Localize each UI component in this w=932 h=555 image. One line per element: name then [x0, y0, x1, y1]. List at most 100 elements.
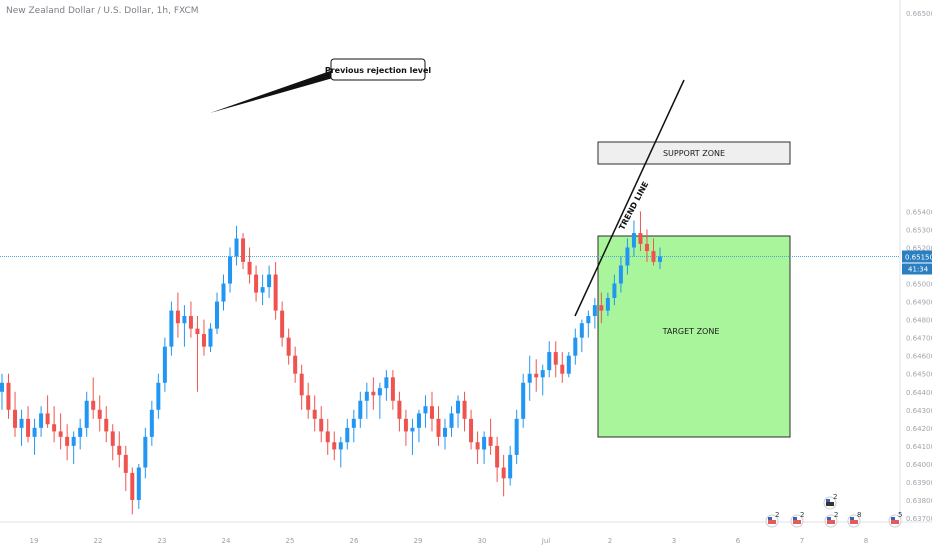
candle-body: [65, 436, 70, 446]
candle-body: [78, 427, 83, 437]
candle: [19, 409, 24, 446]
candle: [605, 292, 610, 317]
candle-body: [241, 238, 246, 262]
candle-body: [91, 400, 96, 410]
candle-body: [188, 316, 193, 329]
candle: [91, 377, 96, 419]
candle-body: [403, 418, 408, 432]
trend-line[interactable]: [574, 79, 685, 317]
candle-body: [6, 382, 11, 410]
symbol-title: New Zealand Dollar / U.S. Dollar, 1h, FX…: [6, 6, 199, 16]
candle: [84, 391, 89, 437]
candle: [501, 454, 506, 497]
candle-body: [540, 370, 545, 378]
callout-box[interactable]: [330, 58, 426, 81]
candle-body: [443, 427, 448, 437]
candle: [175, 292, 180, 338]
candle: [625, 238, 630, 275]
candle-body: [410, 427, 415, 432]
event-badge[interactable]: 8: [847, 511, 861, 528]
price-scale[interactable]: 0.665000.654000.653000.652000.651000.650…: [902, 10, 932, 523]
candle-body: [169, 310, 174, 347]
candle: [397, 391, 402, 432]
candle-body: [592, 305, 597, 317]
candle-body: [84, 400, 89, 428]
candle-body: [214, 301, 219, 329]
candle-body: [449, 413, 454, 428]
candle: [162, 337, 167, 392]
candle-body: [195, 328, 200, 335]
candle: [514, 409, 519, 464]
candle-body: [514, 418, 519, 455]
event-badge[interactable]: 2: [823, 493, 837, 510]
candle: [553, 341, 558, 378]
candle-body: [13, 409, 18, 428]
event-badge[interactable]: 2: [790, 511, 804, 528]
candle-body: [234, 238, 239, 257]
event-badge[interactable]: 5: [888, 511, 902, 528]
candle: [377, 382, 382, 419]
candle: [156, 373, 161, 419]
target-zone-box[interactable]: [597, 235, 791, 438]
candle-body: [377, 388, 382, 396]
candle-body: [254, 274, 259, 293]
candle: [110, 424, 115, 461]
candle: [651, 238, 656, 266]
time-tick-label: 3: [672, 537, 676, 545]
candle-body: [560, 364, 565, 374]
candle: [358, 391, 363, 428]
candle-body: [228, 256, 233, 284]
candle: [449, 406, 454, 437]
time-tick-label: 8: [864, 537, 868, 545]
candle-body: [58, 431, 63, 437]
candle: [436, 406, 441, 446]
candle: [521, 373, 526, 428]
current-price-text: 0.65150: [905, 253, 932, 261]
event-badges[interactable]: 2 2 2 8 5 2: [765, 493, 902, 528]
candle-body: [306, 395, 311, 410]
current-price-tag: [902, 250, 932, 263]
candle-body: [0, 382, 4, 392]
candle: [143, 427, 148, 479]
candle: [592, 297, 597, 329]
countdown-tag: [902, 263, 932, 275]
candle-body: [475, 442, 480, 450]
event-badge[interactable]: 2: [824, 511, 838, 528]
candle: [338, 436, 343, 468]
candle: [267, 265, 272, 298]
candle-body: [110, 431, 115, 446]
event-badge[interactable]: 2: [765, 511, 779, 528]
candle-body: [247, 261, 252, 275]
candle: [345, 418, 350, 450]
candle: [104, 406, 109, 443]
candle: [58, 413, 63, 450]
candle-body: [644, 243, 649, 252]
candle-body: [39, 413, 44, 428]
event-badge-count: 2: [775, 511, 779, 519]
candle: [599, 292, 604, 324]
support-zone-box[interactable]: [597, 141, 791, 165]
candle: [228, 247, 233, 293]
candle-body: [117, 445, 122, 455]
candle-body: [45, 413, 50, 425]
candle-body: [345, 427, 350, 443]
candle-body: [175, 310, 180, 324]
candle: [182, 305, 187, 347]
candle-body: [390, 377, 395, 401]
candle-body: [625, 247, 630, 266]
candle-body: [423, 406, 428, 414]
candle-body: [182, 316, 187, 324]
candle: [39, 406, 44, 437]
candle-body: [136, 467, 141, 500]
time-axis[interactable]: 19 22 23 24 25 26 29 30 Jul 2 3 6 7 8: [30, 537, 869, 545]
candle-body: [527, 373, 532, 383]
